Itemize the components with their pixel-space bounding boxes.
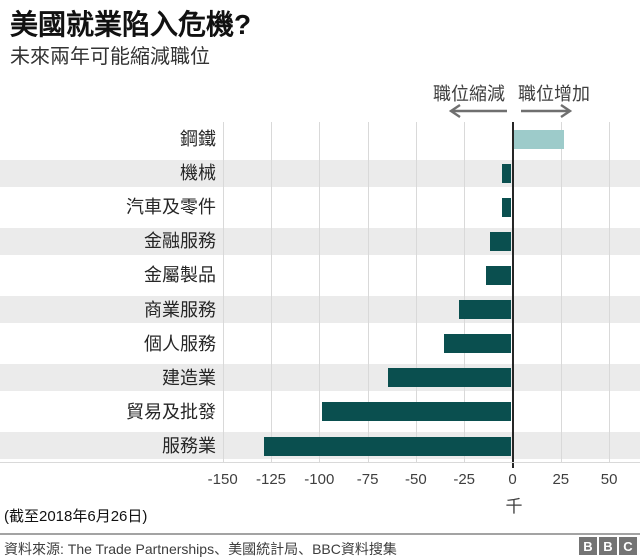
annotation-jobs-increase: 職位增加 [518,84,590,104]
arrow-right-icon [521,104,573,118]
category-label: 金融服務 [144,231,216,252]
category-label: 建造業 [162,367,216,388]
category-label: 汽車及零件 [126,197,216,218]
gridline [367,122,369,463]
footer-divider [0,533,640,535]
gridline [271,122,272,463]
bar [322,402,512,422]
gridline [609,122,611,463]
bar [501,197,512,217]
category-label: 金屬製品 [144,265,216,286]
gridline [415,122,417,463]
annotation-jobs-decrease: 職位縮減 [433,84,505,104]
bar [459,300,512,320]
chart-subtitle: 未來兩年可能縮減職位 [10,46,210,68]
x-tick-label: 0 [508,471,517,488]
category-label: 機械 [180,163,216,184]
bbc-logo-letter: B [599,537,617,555]
gridline [464,122,466,463]
bar [513,129,564,149]
category-label: 商業服務 [144,299,216,320]
bar [501,163,512,183]
source-text: 資料來源: The Trade Partnerships、美國統計局、BBC資料… [4,541,397,557]
bar [443,334,512,354]
category-label: 個人服務 [144,333,216,354]
x-tick-label: -25 [453,471,476,488]
bar [264,436,512,456]
x-tick-label: 25 [552,471,570,488]
footnote: (截至2018年6月26日) [4,508,148,525]
page-title: 美國就業陷入危機? [10,9,252,40]
gridline [222,122,224,463]
x-tick-label: 50 [600,471,618,488]
x-tick-label: -75 [356,471,379,488]
x-tick-label: -125 [255,471,287,488]
bbc-logo-letter: B [579,537,597,555]
category-label: 鋼鐵 [180,129,216,149]
bar [387,368,512,388]
zero-axis-line [511,122,514,468]
gridline [560,122,562,463]
x-tick-label: -100 [304,471,335,488]
bar [486,266,512,285]
bar [490,231,512,251]
x-tick-label: -50 [405,471,427,488]
category-label: 貿易及批發 [126,401,216,422]
x-tick-label: -150 [207,471,238,488]
bbc-logo-letter: C [619,537,637,555]
axis-baseline [0,462,640,463]
axis-unit-label: 千 [505,497,523,516]
category-label: 服務業 [162,435,216,456]
gridline [319,122,321,463]
arrow-left-icon [448,104,507,118]
